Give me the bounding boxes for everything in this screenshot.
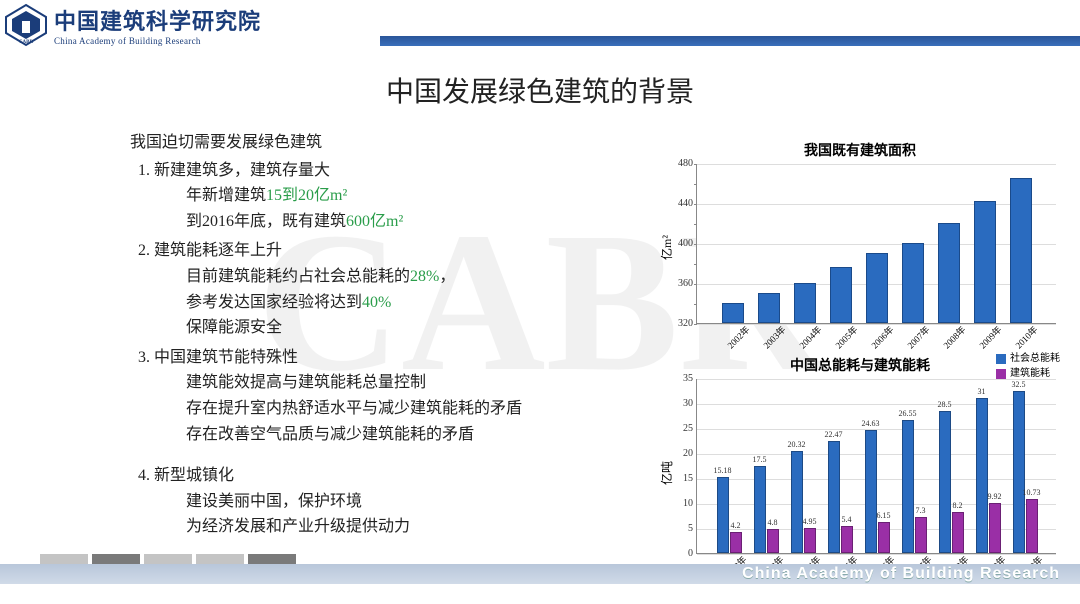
logo-cn: 中国建筑科学研究院 bbox=[54, 4, 261, 36]
chart2-legend: 社会总能耗建筑能耗 bbox=[996, 349, 1060, 379]
logo-en: China Academy of Building Research bbox=[54, 36, 261, 46]
footer-text: China Academy of Building Research bbox=[742, 565, 1060, 583]
footer-band: China Academy of Building Research bbox=[0, 564, 1080, 584]
svg-text:CABR: CABR bbox=[19, 40, 34, 45]
chart2-plot: 051015202530352002年2003年2004年2005年2006年2… bbox=[696, 379, 1056, 554]
cabr-logo-icon: CABR bbox=[4, 3, 48, 47]
logo-area: CABR 中国建筑科学研究院 China Academy of Building… bbox=[0, 0, 380, 50]
item-3: 中国建筑节能特殊性 建筑能效提高与建筑能耗总量控制 存在提升室内热舒适水平与减少… bbox=[154, 345, 630, 447]
content-body: 我国迫切需要发展绿色建筑 新建建筑多，建筑存量大 年新增建筑15到20亿m² 到… bbox=[130, 130, 630, 544]
item-1: 新建建筑多，建筑存量大 年新增建筑15到20亿m² 到2016年底，既有建筑60… bbox=[154, 158, 630, 235]
slide-title: 中国发展绿色建筑的背景 bbox=[0, 70, 1080, 110]
lead-line: 我国迫切需要发展绿色建筑 bbox=[130, 130, 630, 156]
item-2: 建筑能耗逐年上升 目前建筑能耗约占社会总能耗的28%， 参考发达国家经验将达到4… bbox=[154, 238, 630, 340]
chart1-title: 我国既有建筑面积 bbox=[660, 140, 1060, 160]
chart1-plot: 3203604004404802002年2003年2004年2005年2006年… bbox=[696, 164, 1056, 324]
item-4: 新型城镇化 建设美丽中国，保护环境 为经济发展和产业升级提供动力 bbox=[154, 463, 630, 540]
building-area-chart: 我国既有建筑面积 亿m² 3203604004404802002年2003年20… bbox=[660, 140, 1060, 324]
energy-chart: 中国总能耗与建筑能耗 亿吨 051015202530352002年2003年20… bbox=[660, 355, 1060, 554]
